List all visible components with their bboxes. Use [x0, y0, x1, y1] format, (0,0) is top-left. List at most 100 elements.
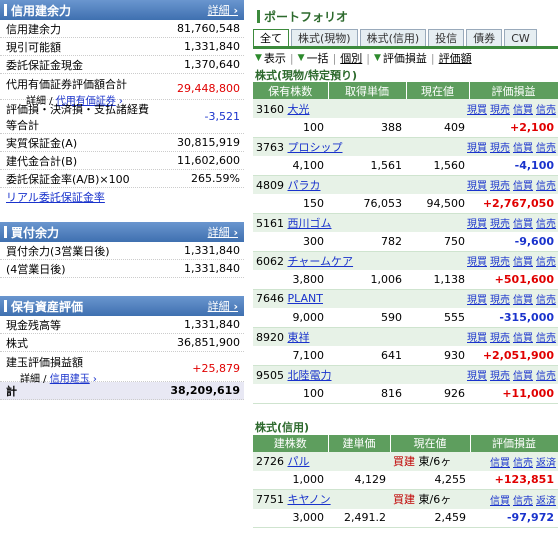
- stock-action-button[interactable]: 現売: [490, 219, 510, 231]
- margin-action-button[interactable]: 信売: [513, 457, 533, 469]
- tab-4[interactable]: 債券: [466, 29, 503, 46]
- stock-action-button[interactable]: 現買: [467, 143, 487, 155]
- margin-name-link[interactable]: パル: [287, 455, 310, 468]
- margin-position-link[interactable]: 信用建玉: [49, 374, 90, 385]
- portfolio-panel: ポートフォリオ 全て 株式(現物) 株式(信用) 投信 債券 CW ▼ 表示 | ▼ 一括 |…: [253, 0, 558, 528]
- stock-action-button[interactable]: 現売: [490, 333, 510, 345]
- credit-label: 建代金合計(B): [6, 154, 78, 168]
- stock-price: 555: [406, 308, 469, 328]
- stock-name-link[interactable]: 大光: [287, 102, 310, 116]
- stock-action-button[interactable]: 現売: [490, 143, 510, 155]
- toolbar-value[interactable]: 評価額: [438, 52, 472, 65]
- margin-name-row: 2726 パル 買建 東/6ヶ 信買 信売 返済: [253, 451, 558, 471]
- stock-action-button[interactable]: 信買: [513, 181, 533, 193]
- stock-action-button[interactable]: 現売: [490, 181, 510, 193]
- stock-action-button[interactable]: 信売: [536, 219, 556, 231]
- tab-5[interactable]: CW: [504, 29, 537, 46]
- stock-action-button[interactable]: 信売: [536, 105, 556, 116]
- stock-pl: +2,100: [469, 118, 558, 138]
- tab-2[interactable]: 株式(信用): [359, 29, 427, 46]
- margin-action-button[interactable]: 信売: [513, 495, 533, 507]
- stock-action-button[interactable]: 現売: [490, 295, 510, 307]
- tab-3[interactable]: 投信: [428, 29, 465, 46]
- hyoka-value: -3,521: [204, 110, 240, 123]
- tab-0[interactable]: 全て: [253, 29, 289, 46]
- stock-name-link[interactable]: 北陸電力: [287, 368, 332, 382]
- stock-action-button[interactable]: 信売: [536, 181, 556, 193]
- stock-action-button[interactable]: 現売: [490, 105, 510, 116]
- assets-detail-link[interactable]: 詳細: [208, 298, 238, 314]
- stock-action-button[interactable]: 信買: [513, 295, 533, 307]
- stock-code: 5161: [256, 216, 284, 230]
- stock-qty: 100: [253, 384, 328, 404]
- stock-action-button[interactable]: 信買: [513, 219, 533, 231]
- stock-name-link[interactable]: PLANT: [287, 292, 324, 306]
- stock-action-button[interactable]: 現売: [490, 257, 510, 269]
- assets-row: 現金残高等 1,331,840: [0, 316, 244, 334]
- assets-value: 36,851,900: [177, 336, 240, 349]
- stock-action-button[interactable]: 信売: [536, 371, 556, 383]
- stock-action-button[interactable]: 現買: [467, 371, 487, 383]
- stock-name-link[interactable]: 東祥: [287, 330, 310, 344]
- margin-action-button[interactable]: 返済: [536, 495, 556, 507]
- stock-name-link[interactable]: パラカ: [287, 178, 321, 192]
- stock-price: 1,560: [406, 156, 469, 176]
- margin-name-link[interactable]: キヤノン: [287, 493, 331, 507]
- margin-action-button[interactable]: 信買: [490, 495, 510, 507]
- stock-action-button[interactable]: 現買: [467, 105, 487, 116]
- stock-name-row: 5161 西川ゴム 現買 現売 信買 信売: [253, 213, 558, 232]
- margin-qty: 1,000: [253, 470, 328, 490]
- toolbar-bulk[interactable]: 一括: [306, 52, 329, 65]
- tab-1[interactable]: 株式(現物): [291, 29, 358, 46]
- total-row: 計 38,209,619: [0, 382, 244, 400]
- stock-action-button[interactable]: 信買: [513, 333, 533, 345]
- tate-sub-prefix: 詳細 /: [20, 374, 47, 385]
- margin-action-button[interactable]: 信買: [490, 457, 510, 469]
- margin-section-title: 株式(信用): [255, 421, 310, 434]
- toolbar-pl[interactable]: 評価損益: [382, 52, 427, 65]
- stock-name-link[interactable]: チャームケア: [287, 254, 354, 268]
- buying-label: (4営業日後): [6, 262, 66, 276]
- tate-label: 建玉評価損益額: [6, 356, 83, 369]
- stock-price: 409: [406, 118, 469, 138]
- margin-code: 2726: [256, 455, 284, 468]
- stock-pl: +2,767,050: [469, 194, 558, 214]
- daiyo-securities-link[interactable]: 代用有価証券: [55, 96, 116, 107]
- stock-action-button[interactable]: 信買: [513, 257, 533, 269]
- stock-action-button[interactable]: 現売: [490, 371, 510, 383]
- stock-cost: 816: [328, 384, 406, 404]
- credit-row: 委託保証金現金 1,370,640: [0, 56, 244, 74]
- buying-row: (4営業日後) 1,331,840: [0, 260, 244, 278]
- stock-action-button[interactable]: 現買: [467, 333, 487, 345]
- buying-detail-link[interactable]: 詳細: [208, 224, 238, 240]
- stock-action-button[interactable]: 信買: [513, 105, 533, 116]
- stock-action-button[interactable]: 現買: [467, 181, 487, 193]
- buying-row: 買付余力(3営業日後) 1,331,840: [0, 242, 244, 260]
- stock-action-button[interactable]: 信買: [513, 143, 533, 155]
- stock-action-button[interactable]: 現買: [467, 257, 487, 269]
- stock-action-button[interactable]: 信売: [536, 295, 556, 307]
- stock-cost: 388: [328, 118, 406, 138]
- credit-value: 1,331,840: [184, 40, 240, 53]
- stock-code: 3763: [256, 140, 284, 154]
- stock-action-button[interactable]: 信売: [536, 257, 556, 269]
- buying-title: 買付余力: [11, 225, 60, 240]
- credit-detail-link[interactable]: 詳細: [208, 2, 238, 18]
- stock-code: 3160: [256, 102, 284, 116]
- stock-action-button[interactable]: 現買: [467, 295, 487, 307]
- margin-col-header: 建単価: [328, 434, 391, 452]
- credit-row: 建代金合計(B) 11,602,600: [0, 152, 244, 170]
- stock-action-button[interactable]: 現買: [467, 219, 487, 231]
- toolbar-individual[interactable]: 個別: [340, 52, 363, 65]
- stock-name-link[interactable]: プロシップ: [287, 140, 343, 154]
- margin-action-button[interactable]: 返済: [536, 457, 556, 469]
- daiyo-value: 29,448,800: [177, 82, 240, 95]
- stock-action-button[interactable]: 信売: [536, 143, 556, 155]
- real-margin-link[interactable]: リアル委託保証金率: [6, 191, 105, 204]
- stock-action-button[interactable]: 信売: [536, 333, 556, 345]
- buying-value: 1,331,840: [184, 244, 240, 257]
- stock-name-link[interactable]: 西川ゴム: [287, 216, 332, 230]
- buying-value: 1,331,840: [184, 262, 240, 275]
- assets-title: 保有資産評価: [11, 299, 84, 314]
- stock-action-button[interactable]: 信買: [513, 371, 533, 383]
